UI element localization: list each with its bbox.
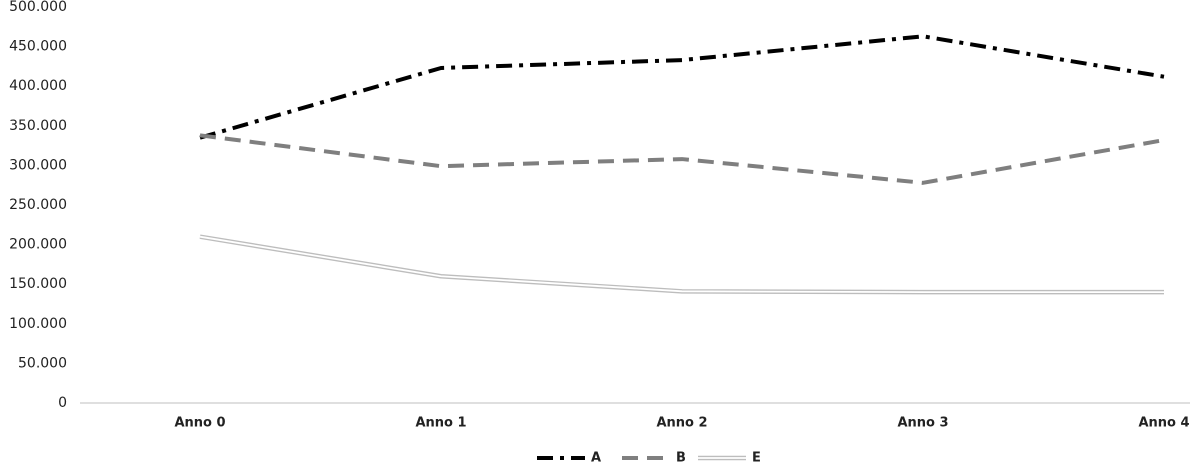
y-tick-label: 500.000 bbox=[9, 0, 67, 15]
y-tick-label: 250.000 bbox=[9, 197, 67, 213]
legend-label: B bbox=[676, 451, 686, 466]
x-tick-label: Anno 4 bbox=[1138, 416, 1189, 431]
series-line bbox=[199, 234, 1164, 295]
series-line bbox=[199, 235, 1164, 294]
x-tick-label: Anno 2 bbox=[656, 416, 707, 431]
x-tick-label: Anno 0 bbox=[174, 416, 225, 431]
y-tick-label: 350.000 bbox=[9, 118, 67, 134]
series-line bbox=[199, 133, 1165, 185]
y-tick-label: 400.000 bbox=[9, 78, 67, 94]
y-tick-label: 150.000 bbox=[9, 276, 67, 292]
x-tick-label: Anno 1 bbox=[415, 416, 466, 431]
legend-label: A bbox=[591, 451, 601, 466]
legend-label: E bbox=[752, 451, 761, 466]
y-tick-label: 0 bbox=[58, 395, 67, 411]
y-tick-label: 450.000 bbox=[9, 39, 67, 55]
y-tick-label: 300.000 bbox=[9, 157, 67, 173]
y-tick-label: 50.000 bbox=[18, 355, 67, 371]
x-tick-label: Anno 3 bbox=[897, 416, 948, 431]
y-tick-label: 100.000 bbox=[9, 316, 67, 332]
series-line bbox=[199, 34, 1165, 140]
y-tick-label: 200.000 bbox=[9, 237, 67, 253]
